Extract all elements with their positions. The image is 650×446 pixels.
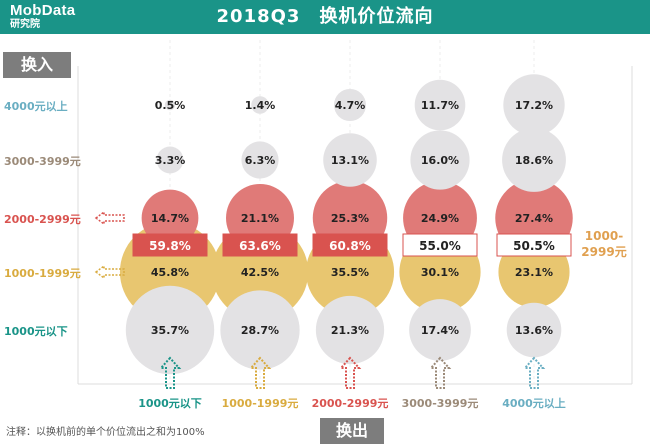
combined-value-label: 55.0% [419, 239, 461, 253]
bubble-value-label: 13.6% [515, 324, 553, 337]
row-label: 2000-2999元 [4, 213, 81, 226]
logo-main-text: MobData [10, 2, 76, 19]
header-bar [0, 0, 650, 34]
column-label: 1000元以下 [138, 397, 202, 410]
left-arrow-icon [94, 210, 125, 226]
bubble [410, 130, 470, 190]
bubble-value-label: 3.3% [155, 154, 186, 167]
bubble-value-label: 27.4% [515, 212, 553, 225]
bubble-value-label: 35.7% [151, 324, 189, 337]
bubble [156, 146, 184, 174]
combined-value-box [132, 233, 208, 257]
bubble-value-label: 1.4% [245, 99, 276, 112]
bubble [315, 295, 385, 365]
bubble [502, 128, 566, 192]
bubble-value-label: 24.9% [421, 212, 459, 225]
bubble [251, 96, 269, 114]
bubble-value-label: 45.8% [151, 266, 189, 279]
bubble [125, 285, 215, 375]
combined-value-label: 50.5% [513, 239, 555, 253]
bubble-value-label: 35.5% [331, 266, 369, 279]
combined-side-label: 2999元 [581, 245, 626, 259]
up-arrow-icon [522, 356, 546, 389]
bubble-value-label: 0.5% [155, 99, 186, 112]
combined-value-label: 60.8% [329, 239, 371, 253]
combined-value-box [312, 233, 388, 257]
row-label: 1000元以下 [4, 325, 68, 338]
column-label: 4000元以上 [502, 396, 566, 410]
bubble-value-label: 14.7% [151, 212, 189, 225]
column-label: 3000-3999元 [402, 397, 479, 410]
column-label: 1000-1999元 [222, 397, 299, 410]
bubble-value-label: 21.3% [331, 324, 369, 337]
bubble-value-label: 28.7% [241, 324, 279, 337]
combined-value-label: 63.6% [239, 239, 281, 253]
bubble-value-label: 6.3% [245, 154, 276, 167]
bubble-value-label: 4.7% [335, 99, 366, 112]
bubble-value-label: 11.7% [421, 99, 459, 112]
bubble [333, 88, 367, 122]
bubble [323, 133, 377, 187]
bubble-value-label: 21.1% [241, 212, 279, 225]
up-arrow-icon [248, 356, 272, 389]
bubble-value-label: 42.5% [241, 266, 279, 279]
bubble-value-label: 16.0% [421, 154, 459, 167]
up-arrow-icon [158, 356, 182, 389]
bubble [503, 74, 565, 136]
row-label: 4000元以上 [4, 99, 68, 113]
logo-sub-text: 研究院 [10, 19, 40, 30]
combined-side-label: 1000- [585, 229, 623, 243]
bubble [141, 189, 199, 247]
bubble-value-label: 18.6% [515, 154, 553, 167]
bubble [414, 79, 466, 131]
left-arrow-icon [94, 264, 125, 280]
footnote: 注释：以换机前的单个价位流出之和为100% [6, 427, 205, 438]
bubble-value-label: 17.2% [515, 99, 553, 112]
bubble [164, 99, 176, 111]
combined-value-label: 59.8% [149, 239, 191, 253]
combined-value-box [496, 233, 572, 257]
bubble-value-label: 13.1% [331, 154, 369, 167]
to-axis-tag: 换出 [320, 418, 384, 444]
bubble [409, 299, 471, 361]
bubble [220, 290, 300, 370]
combined-value-box [222, 233, 298, 257]
from-axis-tag: 换入 [3, 52, 71, 78]
row-label: 1000-1999元 [4, 267, 81, 280]
page-title: 2018Q3 换机价位流向 [216, 6, 434, 27]
up-arrow-icon [428, 356, 452, 389]
bubble [506, 302, 562, 358]
mobdata-logo: MobData 研究院 [10, 3, 75, 31]
row-label: 3000-3999元 [4, 155, 81, 168]
bubble-value-label: 25.3% [331, 212, 369, 225]
bubble [241, 141, 279, 179]
combined-value-box [402, 233, 478, 257]
bubble-value-label: 30.1% [421, 266, 459, 279]
bubble-value-label: 17.4% [421, 324, 459, 337]
bubble-value-label: 23.1% [515, 266, 553, 279]
column-label: 2000-2999元 [312, 397, 389, 410]
up-arrow-icon [338, 356, 362, 389]
